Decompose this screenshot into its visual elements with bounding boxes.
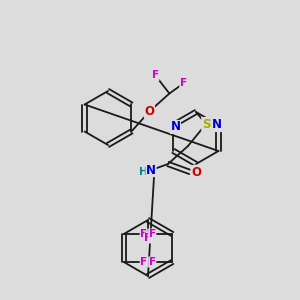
Text: F: F xyxy=(144,233,152,243)
Text: N: N xyxy=(146,164,156,176)
Text: N: N xyxy=(170,121,181,134)
Text: N: N xyxy=(212,118,221,131)
Text: F: F xyxy=(149,229,156,239)
Text: F: F xyxy=(149,257,156,267)
Text: O: O xyxy=(144,105,154,118)
Text: F: F xyxy=(180,79,187,88)
Text: F: F xyxy=(140,257,147,267)
Text: F: F xyxy=(140,229,147,239)
Text: S: S xyxy=(202,118,210,130)
Text: O: O xyxy=(191,166,201,178)
Text: F: F xyxy=(152,70,159,80)
Text: H: H xyxy=(139,167,147,177)
